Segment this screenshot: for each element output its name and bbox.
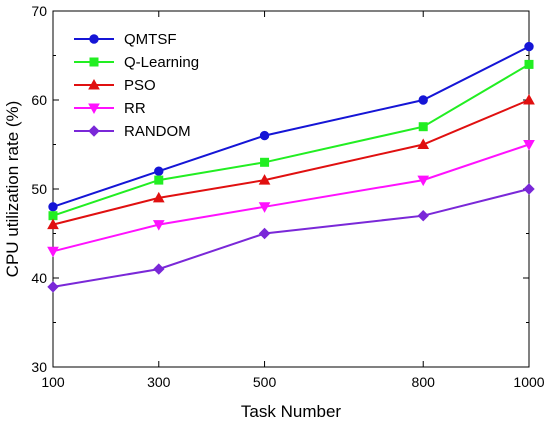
legend-item-rr: RR: [74, 100, 146, 117]
triangle-down-point: [88, 103, 100, 115]
square-point: [418, 122, 428, 132]
triangle-down-point: [152, 220, 165, 231]
circle-point: [154, 166, 164, 176]
x-tick-label: 100: [41, 374, 65, 390]
circle-point: [524, 41, 534, 52]
series-qmtsf: [48, 41, 534, 212]
diamond-point: [417, 209, 429, 222]
x-tick-label: 1000: [513, 374, 544, 390]
y-tick-label: 60: [31, 92, 47, 108]
triangle-down-point: [258, 202, 271, 213]
triangle-up-point: [258, 174, 271, 185]
diamond-point: [88, 125, 100, 137]
y-tick-label: 50: [31, 181, 47, 197]
triangle-down-point: [47, 246, 59, 258]
series-line-rr: [52, 143, 530, 253]
legend-label: Q-Learning: [124, 54, 199, 71]
x-tick-label: 800: [412, 374, 436, 390]
square-point: [48, 211, 58, 221]
series-line-pso: [52, 99, 530, 226]
series-rr: [47, 140, 535, 258]
series-layer: [47, 41, 535, 293]
x-tick-label: 500: [253, 374, 277, 390]
triangle-up-point: [152, 191, 165, 203]
circle-point: [89, 34, 99, 44]
triangle-down-point: [523, 140, 535, 151]
axis-ticks: 100 300 500 800 1000 30 40 50 60 70: [31, 3, 544, 390]
triangle-up-point: [47, 218, 59, 230]
legend-item-q-learning: Q-Learning: [74, 54, 199, 71]
legend-item-pso: PSO: [74, 77, 156, 94]
series-q-learning: [48, 59, 534, 221]
legend-label: PSO: [124, 77, 156, 94]
triangle-up-point: [417, 138, 430, 149]
legend-item-qmtsf: QMTSF: [74, 31, 177, 48]
diamond-point: [523, 183, 535, 195]
series-pso: [47, 93, 535, 230]
triangle-up-point: [523, 93, 535, 105]
y-tick-label: 40: [31, 270, 47, 286]
y-tick-label: 30: [31, 359, 47, 375]
diamond-point: [258, 227, 271, 240]
x-tick-label: 300: [147, 374, 171, 390]
legend-label: RR: [124, 100, 146, 117]
circle-point: [48, 202, 58, 212]
diamond-point: [153, 263, 165, 275]
legend: QMTSF Q-Learning PSO RR RANDOM: [74, 31, 199, 140]
legend-label: QMTSF: [124, 31, 177, 48]
x-axis-title: Task Number: [241, 402, 341, 421]
diamond-point: [47, 281, 59, 293]
series-line-random: [52, 188, 530, 288]
square-point: [89, 57, 99, 67]
square-point: [154, 175, 164, 185]
square-point: [260, 157, 270, 167]
legend-label: RANDOM: [124, 123, 191, 140]
triangle-up-point: [88, 78, 100, 90]
square-point: [524, 59, 534, 69]
triangle-down-point: [417, 175, 430, 187]
series-random: [47, 183, 535, 293]
legend-item-random: RANDOM: [74, 123, 191, 140]
circle-point: [418, 95, 428, 105]
y-axis-title: CPU utilization rate (%): [3, 101, 22, 278]
circle-point: [259, 130, 270, 141]
y-tick-label: 70: [31, 3, 47, 19]
